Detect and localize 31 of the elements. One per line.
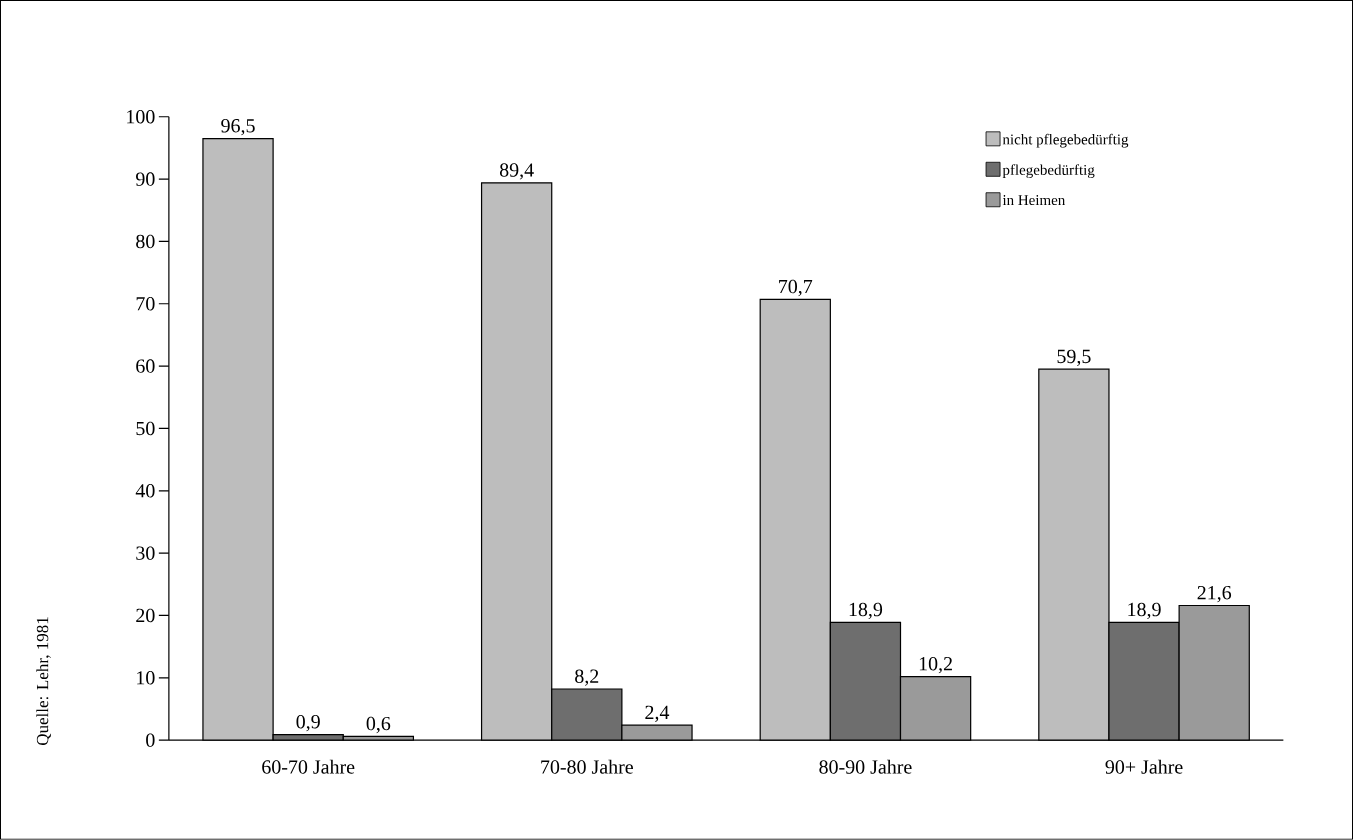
x-tick-label: 90+ Jahre [1105,759,1183,774]
y-tick-label: 50 [136,421,155,436]
data-label: 21,6 [1197,586,1232,603]
data-label: 59,5 [1057,349,1091,367]
legend-label: in Heimen [1002,195,1066,206]
data-label: 2,4 [645,705,670,723]
data-label: 0,6 [366,716,391,734]
x-tick-label: 70-80 Jahre [541,759,633,774]
x-tick-label: 80-90 Jahre [819,759,912,774]
data-label: 18,9 [849,602,883,620]
y-tick-label: 90 [136,172,155,186]
y-tick-label: 70 [136,297,155,311]
y-tick-label: 20 [136,608,155,623]
y-tick-label: 0 [146,733,155,747]
y-tick-label: 100 [127,110,155,124]
data-label: 0,9 [296,715,320,732]
y-tick-label: 10 [137,671,155,685]
data-label: 96,5 [221,119,255,136]
data-label: 18,9 [1128,602,1161,620]
x-tick-label: 60-70 Jahre [262,759,355,774]
y-tick-label: 60 [136,359,155,373]
y-tick-label: 80 [136,234,155,249]
y-tick-label: 40 [135,484,155,498]
data-label: 70,7 [779,279,813,297]
legend-label: pflegebedürftig [1002,164,1095,179]
legend-label: nicht pflegebedürftig [1002,133,1129,148]
source-note: Quelle: Lehr, 1981 [36,617,51,746]
y-tick-label: 30 [136,546,155,560]
data-label: 89,4 [499,163,534,180]
data-label: 8,2 [575,669,599,686]
data-label: 10,2 [919,657,952,674]
